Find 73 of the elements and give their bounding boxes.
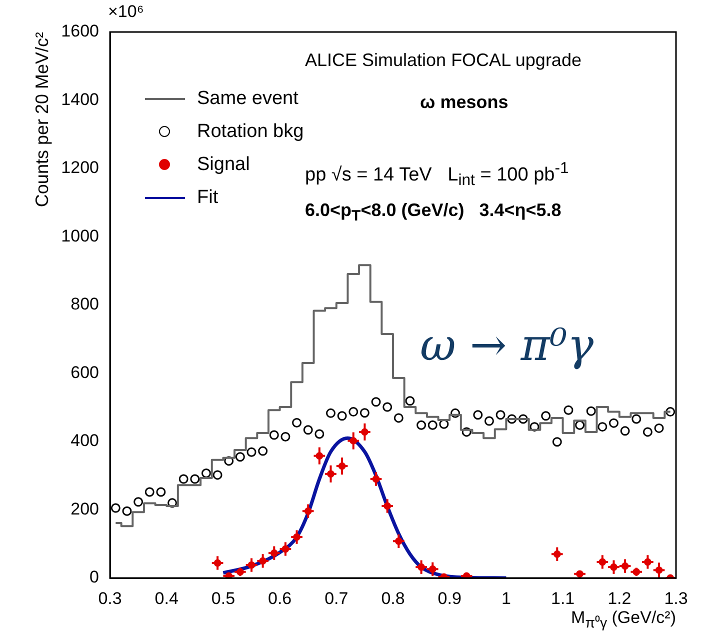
point [416,420,426,430]
point [405,396,415,406]
x-tick-label: 0.4 [154,588,178,608]
point [620,426,630,436]
point [632,414,642,424]
point [428,420,438,430]
y-tick-label: 0 [90,568,99,587]
point [122,506,132,516]
y-tick-label: 400 [70,431,99,450]
annotation: ALICE Simulation FOCAL upgrade [305,50,582,71]
annotation: pp √s = 14 TeV L$_{int}$ = 100 pb$^{-1}$ [305,160,569,190]
point [280,432,290,442]
point [110,503,120,513]
y-tick-label: 1400 [61,90,99,109]
point [348,407,358,417]
point [541,411,551,421]
x-tick-label: 0.5 [211,588,236,608]
x-axis-title: M$_{π⁰γ}$ (GeV/c²) [571,608,676,631]
point [201,468,211,478]
y-axis-title: Counts per 20 MeV/c² [32,32,53,208]
legend-label: Signal [197,154,250,176]
point [473,410,483,420]
point [575,420,585,430]
legend-label: Same event [197,88,298,110]
text: ×10⁶ [108,2,144,22]
point [552,437,562,447]
point [586,406,596,416]
annotation: ω mesons [420,92,508,113]
point [178,474,188,484]
point [394,413,404,423]
x-tick-label: 1.1 [550,588,575,608]
point [134,497,144,507]
point [314,429,324,439]
point [371,397,381,407]
annotation: ω → π⁰γ [420,320,594,371]
point [326,408,336,418]
y-tick-label: 800 [70,294,99,314]
x-tick-label: 0.3 [98,588,122,608]
point [564,405,574,415]
point [303,425,313,435]
point [212,470,222,480]
point [292,418,302,428]
x-tick-label: 1 [501,588,511,608]
annotation: 6.0<p$_{T}$<8.0 (GeV/c) 3.4<η<5.8 [305,200,562,225]
point [337,411,347,421]
x-tick-label: 1.2 [608,588,632,608]
x-tick-label: 0.9 [438,588,462,608]
point [269,430,279,440]
x-tick-label: 0.7 [324,588,348,608]
point [190,474,200,484]
point [258,446,268,456]
point [156,487,166,497]
point [144,487,154,497]
point [496,410,506,420]
point [654,423,664,433]
x-tick-label: 0.8 [381,588,405,608]
legend-label: Rotation bkg [197,120,304,142]
y-tick-label: 1600 [61,22,99,41]
point [360,408,370,418]
y-tick-label: 1000 [61,226,99,246]
point [598,422,608,432]
x-tick-label: 0.6 [268,588,292,608]
point [382,402,392,412]
point [235,452,245,462]
point [246,447,256,457]
point [608,418,618,428]
y-tick-label: 200 [70,499,99,518]
legend-label: Fit [197,186,218,208]
x-tick-label: 1.3 [664,588,688,608]
point [642,427,652,437]
y-tick-label: 600 [70,362,99,382]
point [484,416,494,426]
y-tick-label: 1200 [61,158,99,178]
